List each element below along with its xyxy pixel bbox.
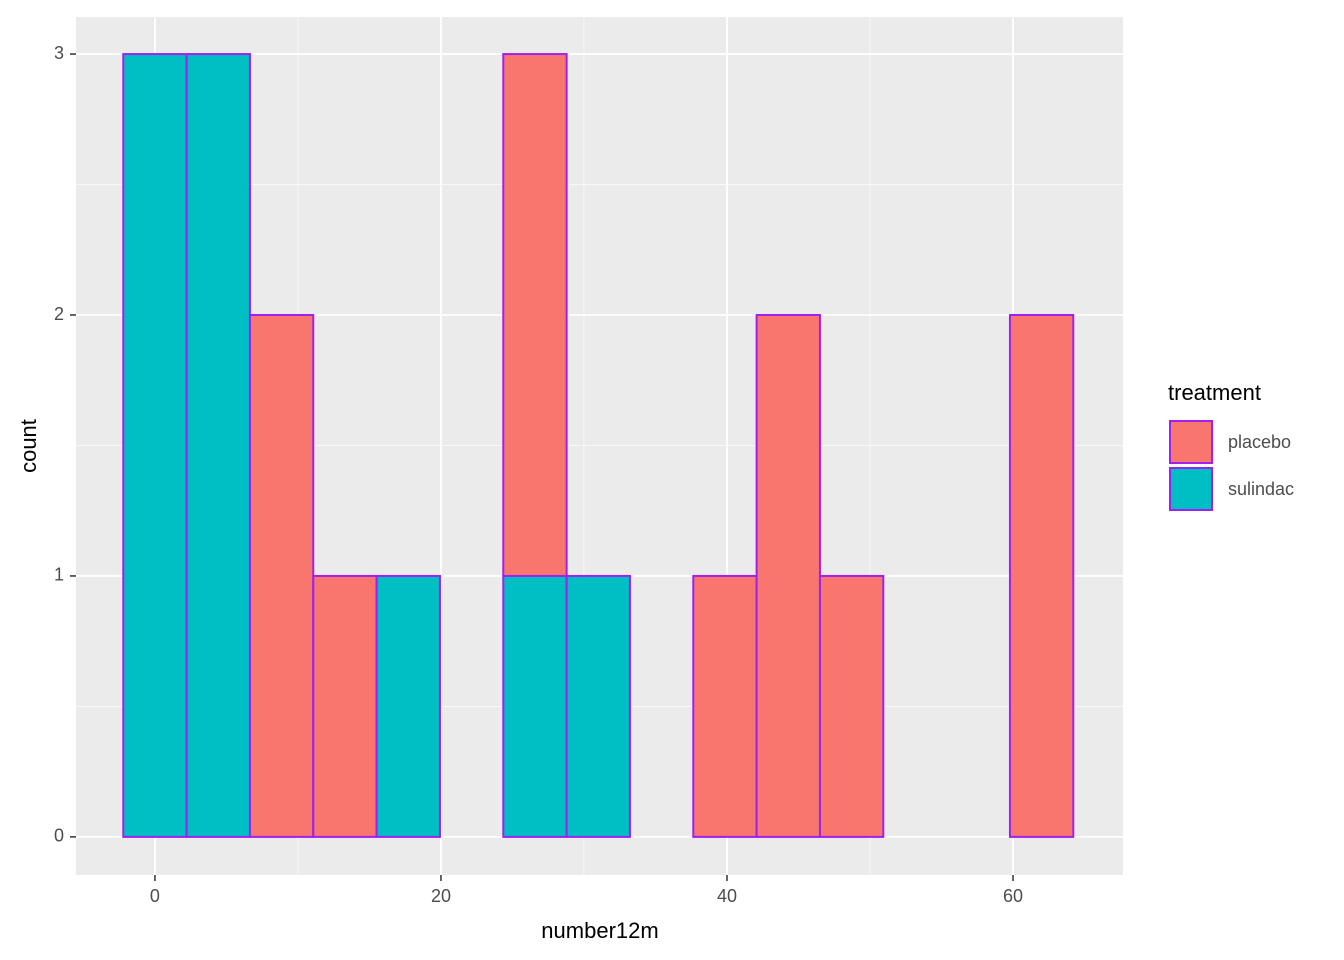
bar (565, 574, 631, 838)
y-tick-label: 1 (54, 565, 64, 585)
bar (818, 574, 885, 838)
legend-label: sulindac (1228, 479, 1294, 499)
x-tick-label: 60 (1003, 886, 1023, 906)
bar (1008, 314, 1075, 838)
bar (502, 574, 568, 838)
legend-key (1169, 467, 1213, 511)
bar (692, 574, 758, 838)
legend-title: treatment (1168, 380, 1261, 405)
bar (375, 574, 441, 838)
x-axis-title: number12m (541, 918, 658, 943)
legend-label: placebo (1228, 432, 1291, 452)
bar (122, 53, 188, 838)
legend-key (1169, 420, 1213, 464)
bar (312, 574, 378, 838)
y-tick-label: 2 (54, 304, 64, 324)
x-tick-label: 20 (431, 886, 451, 906)
y-tick-label: 0 (54, 826, 64, 846)
y-axis-title: count (16, 419, 41, 473)
bar (755, 314, 821, 838)
bar (502, 53, 568, 577)
x-tick-label: 0 (150, 886, 160, 906)
bars (122, 53, 1075, 838)
bar (248, 314, 315, 838)
x-tick-label: 40 (717, 886, 737, 906)
y-tick-label: 3 (54, 43, 64, 63)
bar (185, 53, 251, 838)
